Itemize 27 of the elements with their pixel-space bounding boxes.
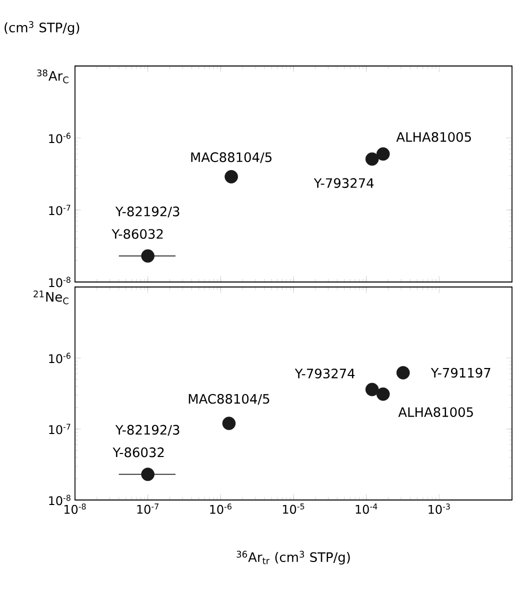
y-tick-label: 10$^{-8}$ (49, 494, 70, 506)
y-axis-title: $^{21}$Ne$_{C}$ (34, 290, 68, 304)
annotation: Y-793274 (294, 368, 355, 378)
x-tick-label: 10$^{-4}$ (356, 504, 378, 514)
annotation: ALHA81005 (398, 407, 473, 418)
y-tick-label: 10$^{-6}$ (49, 352, 70, 364)
x-axis-title: $^{36}$Ar$_{tr}$ (cm$^{3}$ STP/g) (236, 550, 350, 565)
y-axis-title: $^{38}$Ar$_{C}$ (37, 70, 68, 84)
y-tick-label: 10$^{-6}$ (49, 132, 70, 144)
annotation: Y-793274 (314, 178, 374, 188)
annotation: MAC88104/5 (188, 394, 270, 405)
x-tick-label: 10$^{-3}$ (428, 504, 450, 514)
text: (cm$^{3}$ STP/g) (4, 21, 80, 35)
annotation: Y-791197 (430, 368, 490, 378)
annotation: Y-82192/3 (115, 424, 180, 436)
annotation: Y-86032 (112, 447, 164, 458)
x-tick-label: 10$^{-6}$ (210, 504, 232, 514)
x-tick-label: 10$^{-5}$ (282, 504, 304, 514)
x-tick-label: 10$^{-8}$ (64, 504, 86, 514)
y-tick-label: 10$^{-7}$ (49, 424, 70, 434)
annotation: ALHA81005 (396, 132, 471, 142)
y-tick-label: 10$^{-8}$ (49, 276, 70, 288)
annotation: Y-82192/3 (115, 206, 180, 218)
annotation: MAC88104/5 (191, 152, 272, 164)
y-tick-label: 10$^{-7}$ (49, 204, 70, 216)
x-tick-label: 10$^{-7}$ (137, 504, 158, 514)
annotation: Y-86032 (112, 229, 163, 239)
